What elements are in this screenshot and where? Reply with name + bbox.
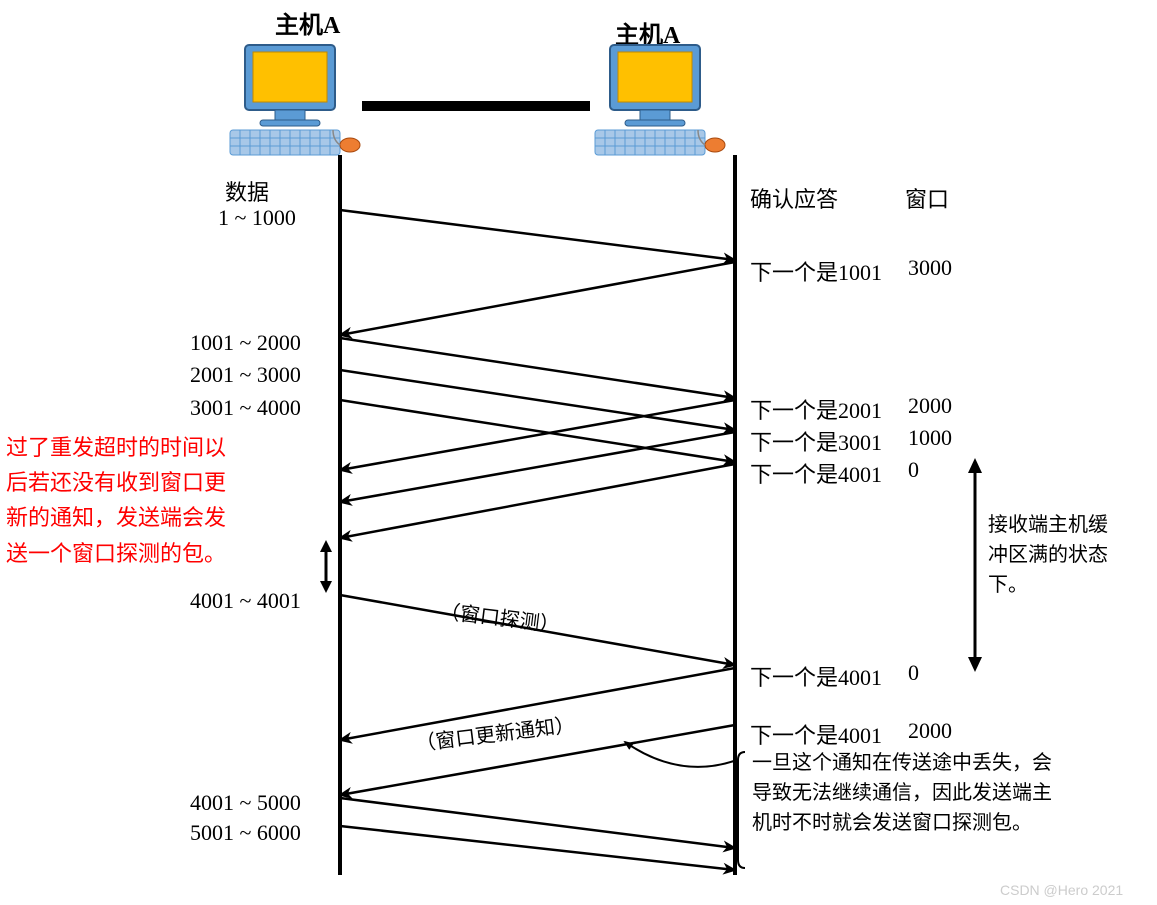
sequence-arrows [0, 0, 1157, 905]
